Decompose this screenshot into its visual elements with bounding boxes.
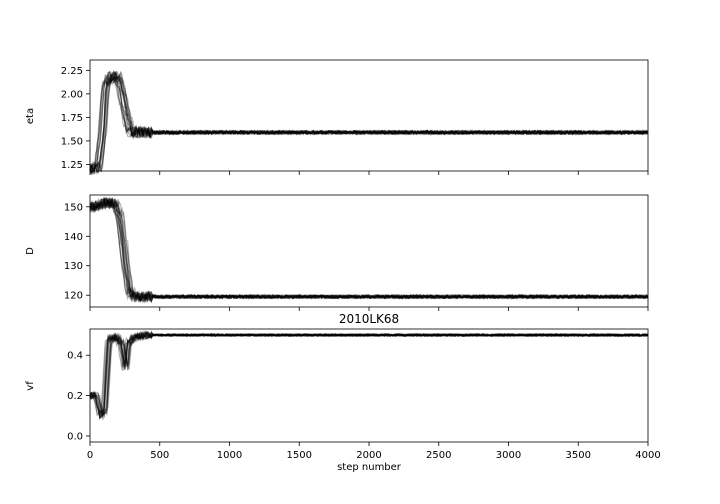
yticks-vf: 0.0 0.2 0.4 — [67, 351, 90, 442]
ytick-label-eta-4: 2.25 — [61, 66, 83, 77]
xtick-label-vf-1: 500 — [150, 450, 169, 461]
xtick-label-vf-4: 2000 — [356, 450, 381, 461]
walker-trace-D-16 — [89, 197, 649, 304]
walker-trace-eta-5 — [89, 70, 649, 175]
walker-trace-D-13 — [89, 198, 649, 303]
walker-trace-D-5 — [89, 198, 649, 302]
walker-trace-D-8 — [89, 196, 649, 303]
walker-trace-eta-10 — [89, 74, 649, 174]
walker-trace-eta-12 — [89, 70, 649, 175]
ytick-label-D-1: 130 — [64, 261, 83, 272]
walker-trace-vf-11 — [89, 331, 649, 417]
walker-trace-vf-2 — [89, 330, 649, 415]
walker-trace-vf-10 — [89, 330, 649, 417]
walker-trace-D-1 — [89, 197, 649, 302]
walker-trace-eta-14 — [89, 71, 649, 175]
walker-trace-eta-13 — [89, 71, 649, 175]
ytick-label-eta-3: 2.00 — [61, 89, 83, 100]
walker-trace-vf-12 — [89, 332, 649, 421]
ytick-label-vf-1: 0.2 — [67, 391, 83, 402]
panel-D: 120 130 140 150 D — [25, 194, 649, 311]
xlabel: step number — [337, 462, 402, 473]
walker-trace-vf-1 — [89, 331, 649, 418]
axes-frame-D — [89, 194, 649, 308]
ytick-label-eta-1: 1.50 — [61, 136, 83, 147]
walker-trace-vf-8 — [89, 330, 649, 420]
traces-eta — [89, 69, 649, 176]
walker-trace-vf-7 — [89, 332, 649, 416]
walker-trace-vf-15 — [89, 331, 649, 417]
walker-trace-vf-14 — [89, 331, 649, 420]
walker-trace-D-17 — [89, 197, 649, 303]
walker-trace-eta-9 — [89, 74, 649, 170]
ytick-label-vf-2: 0.4 — [67, 351, 83, 362]
yticks-D: 120 130 140 150 — [64, 202, 90, 302]
ylabel-D: D — [25, 247, 36, 255]
ytick-label-D-3: 150 — [64, 202, 83, 213]
yticks-eta: 1.25 1.50 1.75 2.00 2.25 — [61, 66, 90, 171]
chart-title: 2010LK68 — [339, 312, 399, 326]
walker-trace-D-3 — [89, 198, 649, 301]
ytick-label-eta-2: 1.75 — [61, 113, 83, 124]
ytick-label-eta-0: 1.25 — [61, 160, 83, 171]
ytick-label-vf-0: 0.0 — [67, 431, 83, 442]
ytick-label-D-2: 140 — [64, 232, 83, 243]
walker-trace-D-7 — [89, 197, 649, 304]
walker-trace-D-9 — [89, 197, 649, 303]
walker-trace-vf-9 — [89, 331, 649, 421]
walker-trace-D-2 — [89, 197, 649, 304]
walker-trace-D-10 — [89, 196, 649, 302]
walker-trace-eta-4 — [89, 70, 649, 174]
walker-trace-eta-3 — [89, 71, 649, 174]
walker-trace-eta-17 — [89, 71, 649, 175]
ylabel-eta: eta — [25, 108, 36, 124]
xtick-label-vf-2: 1000 — [217, 450, 242, 461]
walker-trace-eta-2 — [89, 71, 649, 174]
walker-trace-vf-4 — [89, 332, 649, 419]
axes-frame-eta — [89, 59, 649, 172]
axes-frame-vf — [89, 328, 649, 443]
walker-trace-vf-6 — [89, 332, 649, 415]
walker-trace-vf-13 — [89, 331, 649, 417]
xtick-label-vf-3: 1500 — [287, 450, 312, 461]
walker-trace-D-0 — [89, 197, 649, 302]
panel-vf: 0.0 0.2 0.4 0 500 1000 1500 2000 2500 3000 3500 40… — [25, 312, 661, 473]
xtick-label-vf-6: 3000 — [496, 450, 521, 461]
walker-trace-eta-0 — [89, 72, 649, 172]
walker-trace-vf-16 — [89, 329, 649, 420]
walker-trace-D-14 — [89, 197, 649, 303]
ytick-label-D-0: 120 — [64, 291, 83, 302]
walker-trace-eta-7 — [89, 74, 649, 174]
xtick-label-vf-8: 4000 — [635, 450, 660, 461]
walker-trace-vf-3 — [89, 331, 649, 417]
xticks-vf: 0 500 1000 1500 2000 2500 3000 3500 4000 — [87, 442, 661, 461]
walker-trace-eta-1 — [89, 71, 649, 174]
walker-trace-D-11 — [89, 198, 649, 304]
walker-trace-D-6 — [89, 197, 649, 303]
walker-trace-vf-0 — [89, 330, 649, 419]
walker-trace-vf-17 — [89, 330, 649, 416]
walker-trace-eta-8 — [89, 70, 649, 173]
xticks-D — [89, 307, 649, 311]
walker-trace-D-12 — [89, 196, 649, 303]
panel-eta: 1.25 1.50 1.75 2.00 2.25 eta — [25, 59, 649, 176]
walker-trace-eta-16 — [89, 69, 649, 173]
walker-trace-eta-15 — [89, 70, 649, 172]
xtick-label-vf-0: 0 — [87, 450, 93, 461]
walker-trace-eta-11 — [89, 72, 649, 176]
walker-trace-D-4 — [89, 197, 649, 303]
xtick-label-vf-7: 3500 — [566, 450, 591, 461]
xticks-eta — [89, 171, 649, 175]
ylabel-vf: vf — [25, 381, 36, 391]
walker-trace-D-15 — [89, 196, 649, 302]
traces-vf — [89, 329, 649, 421]
walker-trace-vf-5 — [89, 332, 649, 418]
traces-D — [89, 196, 649, 304]
xtick-label-vf-5: 2500 — [426, 450, 451, 461]
walker-trace-eta-6 — [89, 72, 648, 176]
